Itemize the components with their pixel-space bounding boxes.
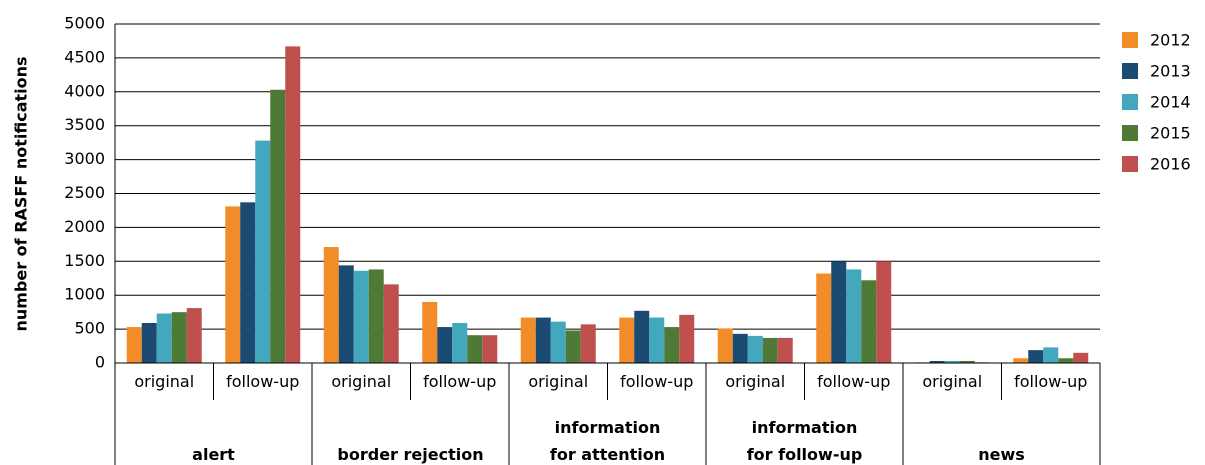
bar	[580, 324, 596, 363]
bar	[831, 261, 847, 363]
group-label: news	[978, 445, 1025, 464]
x-tick-label: original	[331, 372, 391, 391]
x-tick-label: original	[528, 372, 588, 391]
y-tick-label: 3500	[64, 115, 105, 134]
bar	[270, 89, 286, 364]
bar	[846, 269, 862, 363]
bar	[1013, 358, 1029, 363]
bar	[171, 312, 187, 363]
group-label-line: for attention	[550, 445, 665, 464]
bar	[732, 333, 748, 363]
bar	[1028, 350, 1044, 363]
bar	[482, 335, 498, 363]
group-label: information for follow-up	[747, 418, 863, 464]
y-tick-label: 0	[95, 353, 105, 372]
group-label-line: information	[555, 418, 661, 437]
group-label-line: news	[978, 445, 1025, 464]
bar	[141, 322, 157, 363]
bar	[619, 317, 635, 363]
bar	[422, 301, 438, 363]
y-tick-label: 5000	[64, 14, 105, 33]
bar	[126, 327, 142, 363]
legend-label: 2012	[1150, 31, 1191, 50]
y-tick-label: 1000	[64, 285, 105, 304]
y-tick-label: 3000	[64, 149, 105, 168]
legend-label: 2013	[1150, 62, 1191, 81]
y-tick-label: 4500	[64, 47, 105, 66]
y-axis-label: number of RASFF notifications	[12, 56, 31, 331]
legend-label: 2016	[1150, 155, 1191, 174]
group-label-line: for follow-up	[747, 445, 863, 464]
x-tick-label: follow-up	[423, 372, 496, 391]
bar	[565, 330, 581, 363]
bar	[861, 280, 877, 363]
legend-label: 2015	[1150, 124, 1191, 143]
bar	[240, 202, 256, 363]
bar	[520, 317, 536, 363]
group-label-line: border rejection	[337, 445, 483, 464]
bar	[876, 261, 892, 363]
y-tick-label: 2000	[64, 217, 105, 236]
bar	[777, 337, 793, 363]
bar	[944, 360, 960, 363]
x-tick-label: original	[725, 372, 785, 391]
x-tick-label: follow-up	[226, 372, 299, 391]
bar	[762, 337, 778, 363]
bar	[383, 284, 399, 363]
legend-swatch	[1122, 94, 1138, 110]
bar	[255, 140, 271, 363]
bar	[467, 335, 483, 363]
bar	[338, 265, 354, 363]
bar	[535, 317, 551, 363]
bar	[929, 360, 945, 363]
bar	[285, 46, 301, 364]
bar	[452, 322, 468, 363]
bar	[368, 269, 384, 363]
bar	[747, 335, 763, 363]
y-tick-label: 2500	[64, 183, 105, 202]
x-tick-label: original	[922, 372, 982, 391]
legend-swatch	[1122, 125, 1138, 141]
bar	[353, 270, 369, 363]
bar	[679, 314, 695, 363]
bar	[225, 206, 241, 363]
group-label: border rejection	[337, 445, 483, 464]
x-tick-label: follow-up	[817, 372, 890, 391]
bar	[959, 360, 975, 363]
x-tick-label: original	[134, 372, 194, 391]
bar	[717, 328, 733, 363]
bar	[649, 317, 665, 363]
group-label-line: information	[752, 418, 858, 437]
legend-swatch	[1122, 32, 1138, 48]
x-tick-label: follow-up	[620, 372, 693, 391]
bar	[816, 273, 832, 363]
y-tick-label: 1500	[64, 251, 105, 270]
bar	[1043, 347, 1059, 363]
group-label: information for attention	[550, 418, 665, 464]
bar	[664, 327, 680, 363]
x-tick-label: follow-up	[1014, 372, 1087, 391]
group-label: alert	[192, 445, 235, 464]
bar	[323, 247, 339, 363]
legend-label: 2014	[1150, 93, 1191, 112]
bar	[1073, 352, 1089, 363]
bar	[437, 327, 453, 363]
y-tick-label: 4000	[64, 81, 105, 100]
bar	[1058, 358, 1074, 363]
legend-swatch	[1122, 63, 1138, 79]
group-label-line: alert	[192, 445, 235, 464]
bar	[550, 321, 566, 363]
legend-swatch	[1122, 156, 1138, 172]
y-tick-label: 500	[74, 319, 105, 338]
bar	[634, 310, 650, 363]
bar	[156, 313, 172, 363]
bar	[186, 308, 202, 363]
